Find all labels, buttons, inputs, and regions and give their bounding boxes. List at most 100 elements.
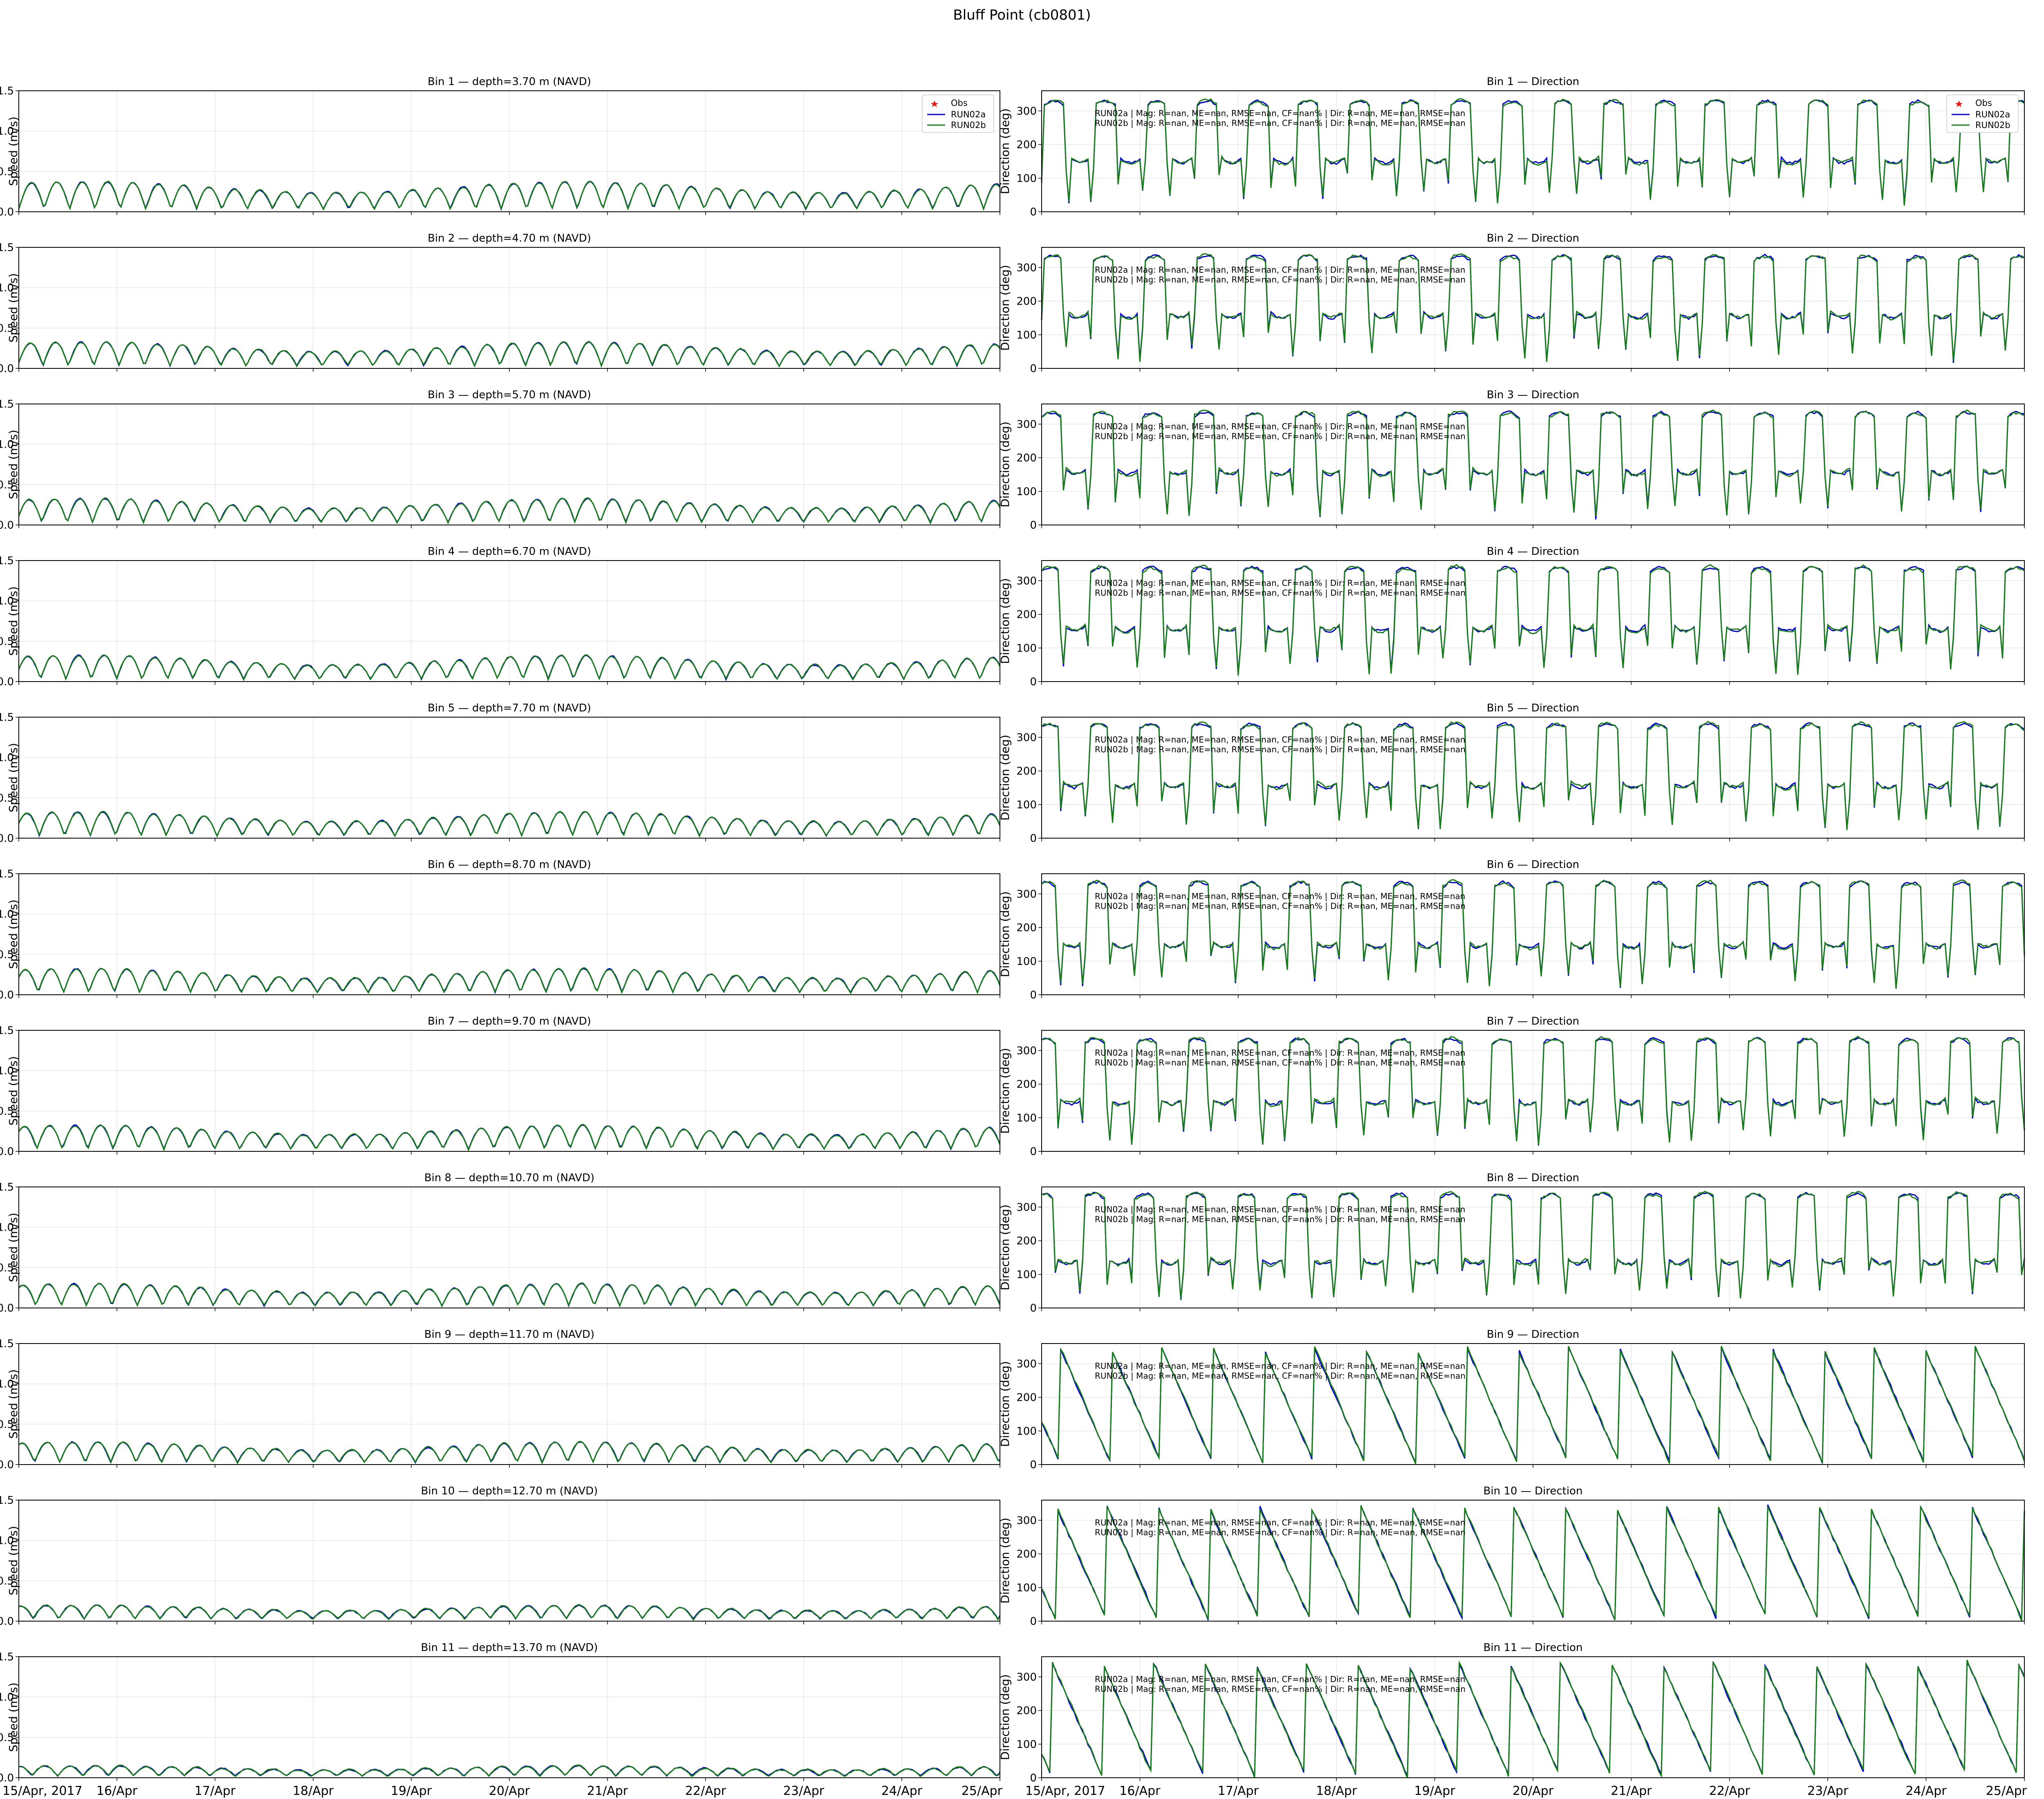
direction-panel-2-stats-run02b: RUN02b | Mag: R=nan, ME=nan, RMSE=nan, C… <box>1095 275 1466 285</box>
direction-panel-3-y-tick-label: 200 <box>1016 452 1037 464</box>
direction-panel-9-y-tick-label: 0 <box>1030 1459 1037 1471</box>
direction-x-tick-label: 21/Apr <box>1611 1784 1652 1798</box>
direction-panel-10-run02b-line <box>1041 1505 2025 1622</box>
direction-panel-1-legend-frame <box>1946 94 2019 133</box>
direction-panel-9-y-tick-label: 200 <box>1016 1392 1037 1404</box>
direction-panel-6-run02b-line <box>1041 879 2025 989</box>
direction-x-tick-label: 22/Apr <box>1709 1784 1750 1798</box>
speed-panel-6-ylabel: Speed (m/s) <box>7 900 20 969</box>
speed-panel-10-y-tick-label: 0.5 <box>0 1575 14 1587</box>
direction-panel-5-y-tick-label: 300 <box>1016 731 1037 744</box>
speed-panel-10-run02b-line <box>19 1604 1001 1621</box>
direction-panel-3-run02b-line <box>1041 409 2025 516</box>
direction-panel-4-run02b-line <box>1041 564 2025 676</box>
direction-panel-9-title: Bin 9 — Direction <box>1487 1328 1579 1341</box>
direction-panel-1-legend-run02b-label: RUN02b <box>1975 120 2010 130</box>
speed-panel-3-run02b-line <box>18 497 1001 525</box>
direction-panel-7-run02b-line <box>1041 1035 2025 1145</box>
speed-panel-8-y-tick-label: 1.0 <box>0 1222 14 1234</box>
speed-panel-4-frame <box>18 560 1000 682</box>
speed-panel-2-y-tick-label: 0.0 <box>0 363 14 375</box>
direction-panel-4-y-tick-label: 100 <box>1016 642 1037 655</box>
speed-panel-11-y-tick-label: 0.0 <box>0 1772 14 1784</box>
direction-panel-8-ylabel: Direction (deg) <box>998 1205 1012 1290</box>
speed-x-tick-label: 17/Apr <box>195 1784 236 1798</box>
direction-panel-8-frame <box>1041 1187 2025 1308</box>
direction-panel-9-y-tick-label: 300 <box>1016 1358 1037 1370</box>
speed-panel-11-y-tick-label: 1.5 <box>0 1651 14 1663</box>
speed-panel-5-y-tick-label: 1.5 <box>0 711 14 724</box>
direction-panel-6-ylabel: Direction (deg) <box>998 891 1012 977</box>
speed-panel-1-legend-frame <box>922 94 994 133</box>
speed-panel-2-y-tick-label: 1.5 <box>0 242 14 254</box>
speed-panel-1-y-tick-label: 0.5 <box>0 166 14 178</box>
direction-panel-3-ylabel: Direction (deg) <box>998 422 1012 507</box>
speed-panel-6-run02b-line <box>18 967 1001 995</box>
direction-panel-1-legend-run02a-label: RUN02a <box>1975 110 2010 119</box>
speed-panel-8-ylabel: Speed (m/s) <box>7 1213 20 1282</box>
direction-panel-5-y-tick-label: 200 <box>1016 765 1037 778</box>
speed-panel-7-ylabel: Speed (m/s) <box>7 1056 20 1126</box>
direction-panel-3-y-tick-label: 0 <box>1030 519 1037 532</box>
direction-panel-1-frame <box>1041 90 2025 212</box>
direction-panel-6-title: Bin 6 — Direction <box>1487 859 1579 871</box>
speed-panel-5-title: Bin 5 — depth=7.70 m (NAVD) <box>428 702 591 714</box>
direction-panel-11-ylabel: Direction (deg) <box>998 1674 1012 1760</box>
speed-panel-1-y-tick-label: 1.5 <box>0 85 14 97</box>
direction-x-tick-label: 23/Apr <box>1807 1784 1849 1798</box>
speed-panel-2-y-tick-label: 0.5 <box>0 322 14 334</box>
direction-panel-6-frame <box>1041 873 2025 995</box>
direction-panel-5-stats-run02a: RUN02a | Mag: R=nan, ME=nan, RMSE=nan, C… <box>1095 735 1465 745</box>
speed-panel-11-ylabel: Speed (m/s) <box>7 1682 20 1752</box>
speed-panel-6-frame <box>18 873 1000 995</box>
direction-panel-2-run02b-line <box>1041 253 2025 362</box>
direction-panel-1-y-tick-label: 0 <box>1030 206 1037 218</box>
direction-panel-7-y-tick-label: 0 <box>1030 1146 1037 1158</box>
direction-panel-6-stats-run02b: RUN02b | Mag: R=nan, ME=nan, RMSE=nan, C… <box>1095 901 1466 911</box>
speed-panel-1-legend-obs-label: Obs <box>951 98 968 108</box>
speed-panel-7-y-tick-label: 0.5 <box>0 1105 14 1117</box>
speed-panel-11-y-tick-label: 1.0 <box>0 1691 14 1704</box>
speed-panel-11-frame <box>18 1656 1000 1778</box>
direction-panel-10-frame <box>1041 1500 2025 1622</box>
direction-panel-2-y-tick-label: 300 <box>1016 262 1037 274</box>
direction-panel-2-stats-run02a: RUN02a | Mag: R=nan, ME=nan, RMSE=nan, C… <box>1095 265 1465 275</box>
direction-panel-9-stats-run02a: RUN02a | Mag: R=nan, ME=nan, RMSE=nan, C… <box>1095 1361 1465 1371</box>
direction-panel-2-run02a-line <box>1041 253 2025 363</box>
direction-panel-3-title: Bin 3 — Direction <box>1487 389 1579 401</box>
direction-panel-8-title: Bin 8 — Direction <box>1487 1172 1579 1184</box>
direction-panel-9-run02b-line <box>1041 1346 2025 1465</box>
speed-panel-5-ylabel: Speed (m/s) <box>7 743 20 812</box>
direction-panel-4-frame <box>1041 560 2025 682</box>
direction-panel-7-y-tick-label: 100 <box>1016 1112 1037 1124</box>
speed-panel-3-frame <box>18 404 1000 525</box>
speed-panel-8-frame <box>18 1187 1000 1308</box>
speed-panel-5-frame <box>18 717 1000 839</box>
direction-panel-9-y-tick-label: 100 <box>1016 1425 1037 1438</box>
direction-x-tick-label: 19/Apr <box>1414 1784 1456 1798</box>
speed-panel-6-y-tick-label: 1.0 <box>0 908 14 921</box>
direction-panel-7-ylabel: Direction (deg) <box>998 1048 1012 1134</box>
direction-panel-1-stats-run02b: RUN02b | Mag: R=nan, ME=nan, RMSE=nan, C… <box>1095 118 1466 128</box>
direction-panel-10-y-tick-label: 200 <box>1016 1548 1037 1561</box>
direction-panel-1-legend-obs-marker <box>1955 101 1963 107</box>
speed-panel-8-title: Bin 8 — depth=10.70 m (NAVD) <box>424 1172 594 1184</box>
speed-panel-10-y-tick-label: 1.5 <box>0 1494 14 1507</box>
speed-panel-8-y-tick-label: 0.5 <box>0 1262 14 1274</box>
direction-panel-3-stats-run02a: RUN02a | Mag: R=nan, ME=nan, RMSE=nan, C… <box>1095 422 1465 431</box>
direction-panel-4-y-tick-label: 300 <box>1016 575 1037 587</box>
speed-panel-10-y-tick-label: 0.0 <box>0 1615 14 1628</box>
speed-panel-1-y-tick-label: 1.0 <box>0 126 14 138</box>
speed-panel-10-frame <box>18 1500 1000 1622</box>
speed-panel-7-run02b-line <box>18 1124 1001 1152</box>
speed-panel-1-ylabel: Speed (m/s) <box>7 117 20 186</box>
direction-panel-9-frame <box>1041 1343 2025 1465</box>
speed-panel-9-y-tick-label: 0.0 <box>0 1459 14 1471</box>
speed-panel-9-title: Bin 9 — depth=11.70 m (NAVD) <box>424 1328 594 1341</box>
direction-panel-2-title: Bin 2 — Direction <box>1487 232 1579 245</box>
speed-panel-5-y-tick-label: 1.0 <box>0 752 14 764</box>
direction-panel-1-legend-obs-label: Obs <box>1975 98 1992 108</box>
speed-panel-1-legend-obs-marker <box>931 101 938 107</box>
direction-panel-10-stats-run02a: RUN02a | Mag: R=nan, ME=nan, RMSE=nan, C… <box>1095 1518 1465 1528</box>
